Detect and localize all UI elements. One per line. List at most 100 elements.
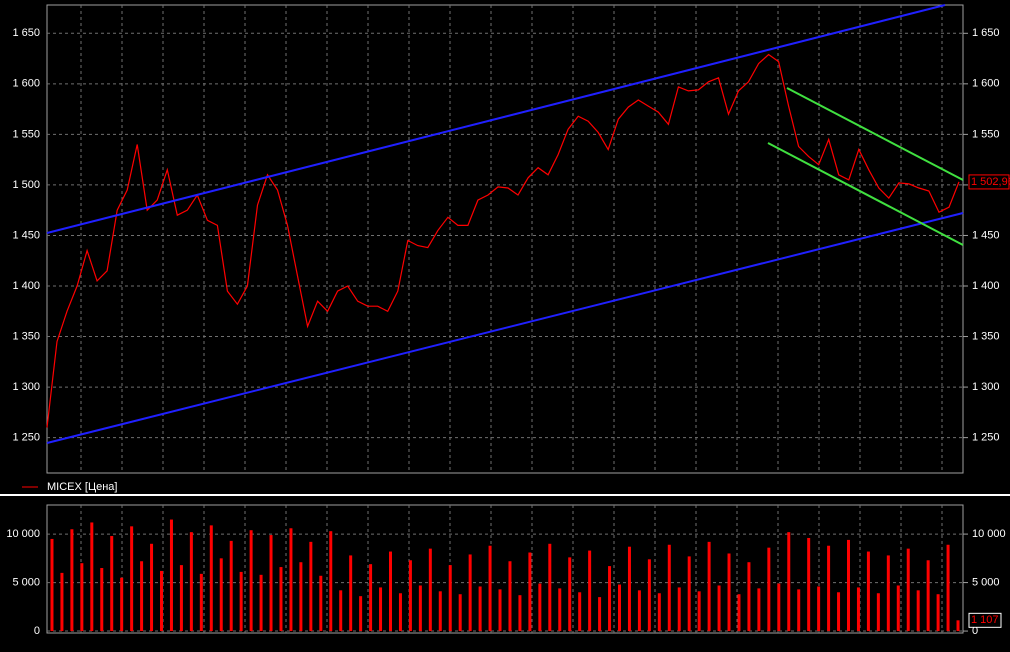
y2-tick-label: 1 600 bbox=[972, 78, 1000, 90]
y2-tick-label: 1 400 bbox=[972, 280, 1000, 292]
y-tick-label: 1 450 bbox=[12, 229, 40, 241]
volume-bar bbox=[130, 526, 134, 632]
volume-bar bbox=[598, 597, 602, 632]
volume-bar bbox=[558, 588, 562, 632]
volume-bar bbox=[787, 532, 791, 632]
volume-bar bbox=[249, 530, 253, 632]
y-tick-label: 1 300 bbox=[12, 381, 40, 393]
volume-bar bbox=[637, 590, 641, 632]
volume-bar bbox=[956, 620, 960, 632]
price-line bbox=[46, 53, 960, 428]
y-tick-label: 1 400 bbox=[12, 280, 40, 292]
y-tick-label: 10 000 bbox=[6, 528, 40, 540]
volume-bar bbox=[677, 587, 681, 632]
volume-bar bbox=[289, 528, 293, 632]
trend-line bbox=[46, 4, 946, 234]
volume-bar bbox=[60, 572, 64, 632]
y2-tick-label: 1 450 bbox=[972, 229, 1000, 241]
grid-layer bbox=[47, 5, 963, 633]
volume-bar bbox=[827, 545, 831, 632]
volume-bar bbox=[837, 592, 841, 632]
last-value-box bbox=[968, 174, 1010, 190]
volume-bar bbox=[189, 532, 193, 632]
y2-tick-label: 5 000 bbox=[972, 576, 1000, 588]
volume-bar bbox=[239, 571, 243, 632]
volume-bar bbox=[229, 540, 233, 632]
last-value-label: 1 107 bbox=[971, 614, 999, 626]
volume-bar bbox=[518, 595, 522, 632]
volume-bar bbox=[209, 525, 213, 632]
volume-bar bbox=[627, 546, 631, 632]
volume-bar bbox=[349, 555, 353, 632]
y2-tick-label: 1 550 bbox=[972, 128, 1000, 140]
volume-bar bbox=[339, 590, 343, 632]
volume-bar bbox=[697, 591, 701, 632]
volume-bar bbox=[608, 566, 612, 632]
volume-bar bbox=[767, 547, 771, 632]
volume-bar bbox=[448, 565, 452, 632]
volume-bar bbox=[528, 552, 532, 632]
volume-bar bbox=[647, 559, 651, 632]
volume-bar bbox=[926, 560, 930, 632]
volume-bar bbox=[468, 554, 472, 632]
volume-bar bbox=[80, 563, 84, 632]
volume-bar bbox=[90, 522, 94, 632]
volume-bar bbox=[100, 568, 104, 632]
volume-bar bbox=[488, 545, 492, 632]
volume-bar bbox=[299, 562, 303, 632]
volume-bar bbox=[279, 567, 283, 632]
volume-bar bbox=[886, 555, 890, 632]
volume-bar bbox=[797, 589, 801, 632]
volume-bar bbox=[269, 535, 273, 632]
volume-bar bbox=[150, 543, 154, 632]
legend-label: MICEX [Цена] bbox=[47, 481, 117, 493]
volume-bar bbox=[737, 594, 741, 632]
volume-bar bbox=[169, 519, 173, 632]
y-tick-label: 0 bbox=[34, 625, 40, 637]
volume-bar bbox=[398, 593, 402, 632]
volume-bar bbox=[588, 550, 592, 632]
trend-lines bbox=[46, 4, 964, 444]
volume-bar bbox=[379, 587, 383, 632]
volume-bar bbox=[478, 586, 482, 632]
volume-bar bbox=[856, 587, 860, 632]
volume-bar bbox=[428, 548, 432, 632]
volume-bar bbox=[160, 570, 163, 632]
volume-bar bbox=[319, 575, 323, 632]
volume-bar bbox=[847, 539, 850, 632]
y-tick-label: 1 650 bbox=[12, 27, 40, 39]
volume-bar bbox=[707, 541, 711, 632]
volume-bar bbox=[458, 594, 462, 632]
y2-tick-label: 0 bbox=[972, 625, 978, 637]
data-layer bbox=[46, 53, 960, 632]
volume-bar bbox=[876, 593, 880, 632]
volume-bar bbox=[389, 551, 392, 632]
volume-bar bbox=[259, 574, 263, 632]
y2-tick-label: 10 000 bbox=[972, 528, 1006, 540]
volume-bar bbox=[817, 586, 821, 632]
volume-bar bbox=[438, 591, 442, 632]
volume-bar bbox=[70, 529, 74, 632]
volume-bar bbox=[418, 585, 422, 632]
trend-line bbox=[767, 142, 964, 246]
y2-tick-label: 1 250 bbox=[972, 432, 1000, 444]
volume-bar bbox=[757, 588, 761, 632]
volume-bar bbox=[618, 584, 621, 632]
volume-frame bbox=[46, 504, 964, 634]
last-value-label: 1 502,96 bbox=[971, 176, 1010, 188]
y-tick-label: 1 350 bbox=[12, 330, 40, 342]
volume-bar bbox=[916, 590, 920, 632]
volume-bar bbox=[110, 536, 114, 632]
volume-bar bbox=[807, 537, 811, 632]
volume-bar bbox=[906, 548, 910, 632]
volume-bar bbox=[359, 596, 363, 632]
volume-bar bbox=[727, 553, 731, 632]
trend-line bbox=[46, 212, 964, 444]
volume-bar bbox=[747, 562, 751, 632]
last-value-box bbox=[968, 612, 1002, 628]
volume-bar bbox=[140, 561, 144, 632]
volume-bar bbox=[568, 557, 572, 632]
y-tick-label: 1 250 bbox=[12, 432, 40, 444]
volume-bar bbox=[120, 577, 124, 632]
